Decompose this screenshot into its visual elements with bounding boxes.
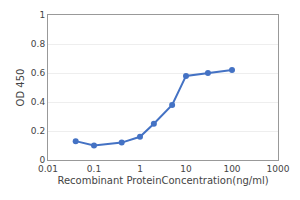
svg-text:1000: 1000 (267, 164, 290, 174)
svg-text:0: 0 (39, 155, 45, 165)
svg-text:0.2: 0.2 (31, 126, 45, 136)
svg-text:10: 10 (180, 164, 192, 174)
svg-text:0.01: 0.01 (38, 164, 58, 174)
svg-text:1: 1 (39, 10, 45, 20)
svg-text:1: 1 (137, 164, 143, 174)
svg-text:OD 450: OD 450 (15, 69, 26, 107)
svg-text:0.6: 0.6 (31, 68, 46, 78)
svg-text:0.1: 0.1 (87, 164, 101, 174)
svg-text:0.4: 0.4 (31, 97, 46, 107)
svg-text:100: 100 (223, 164, 240, 174)
svg-text:Recombinant ProteinConcentrati: Recombinant ProteinConcentration(ng/ml) (57, 175, 268, 186)
svg-text:0.8: 0.8 (31, 39, 46, 49)
